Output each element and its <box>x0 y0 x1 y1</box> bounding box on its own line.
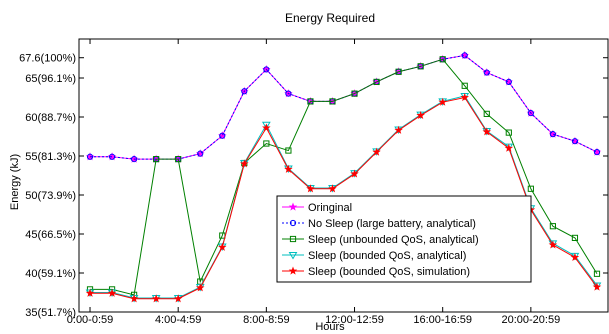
legend-entry: Sleep (bounded QoS, analytical) <box>308 250 466 262</box>
legend-marker <box>288 252 298 260</box>
data-point <box>416 110 425 120</box>
data-point <box>592 282 602 291</box>
data-point <box>262 123 271 132</box>
data-point <box>483 69 490 76</box>
data-point <box>261 121 271 130</box>
plot-frame <box>78 38 609 313</box>
x-tick-label: 4:00-4:59 <box>155 314 201 326</box>
y-tick-label: 65(96.1%) <box>25 73 76 85</box>
data-point <box>85 288 95 297</box>
data-point <box>482 127 492 136</box>
data-point <box>373 78 380 86</box>
series-1 <box>86 52 601 163</box>
data-point <box>527 185 534 192</box>
data-point <box>173 294 183 303</box>
legend-marker <box>288 266 298 275</box>
y-tick-label: 45(66.5%) <box>25 229 76 241</box>
x-axis-label: Hours <box>315 321 345 333</box>
legend-marker <box>288 202 298 211</box>
series-line <box>90 54 598 160</box>
legend-marker <box>289 219 297 227</box>
data-point <box>107 288 117 297</box>
x-tick-label: 12:00-12:59 <box>325 314 384 326</box>
data-point <box>284 164 293 173</box>
x-tick-label: 8:00-8:59 <box>243 314 289 326</box>
data-point <box>285 90 292 97</box>
data-point <box>263 140 270 147</box>
series-2 <box>86 56 601 298</box>
data-point <box>306 184 315 193</box>
data-point <box>285 147 292 154</box>
legend-entry: Oringinal <box>308 202 352 214</box>
data-point <box>571 138 579 145</box>
data-point <box>549 131 556 138</box>
y-tick-label: 55(81.3%) <box>25 151 76 163</box>
data-point <box>351 90 358 97</box>
data-point <box>240 159 249 168</box>
series-4 <box>85 93 602 303</box>
legend-entry: No Sleep (large battery, analytical) <box>308 218 476 230</box>
data-point <box>108 153 116 160</box>
y-tick-label: 35(51.7%) <box>25 307 76 319</box>
data-point <box>505 129 512 136</box>
data-point <box>395 68 402 75</box>
series-line <box>90 58 598 296</box>
chart-title: Energy Required <box>285 11 375 25</box>
data-point <box>329 98 336 105</box>
data-point <box>505 78 512 86</box>
data-point <box>175 156 182 163</box>
data-point <box>195 283 205 292</box>
x-tick-label: 0:00-0:59 <box>67 314 113 326</box>
data-point <box>86 153 94 160</box>
series-line <box>90 96 598 300</box>
data-point <box>151 294 161 303</box>
legend-box <box>276 195 532 283</box>
legend-entry: Sleep (bounded QoS, simulation) <box>308 266 470 278</box>
legend-marker <box>289 235 297 243</box>
data-point <box>549 223 556 230</box>
data-point <box>307 98 314 105</box>
series-layer <box>85 50 602 303</box>
data-point <box>548 240 558 249</box>
data-point <box>438 97 447 106</box>
x-tick-label: 20:00-20:59 <box>501 314 560 326</box>
data-point <box>328 184 337 193</box>
data-point <box>461 82 468 89</box>
data-point <box>350 169 359 178</box>
series-0 <box>85 50 602 163</box>
y-tick-label: 50(73.9%) <box>25 190 76 202</box>
data-point <box>460 93 469 102</box>
y-tick-label: 67.6(100%) <box>19 53 76 65</box>
data-point <box>218 242 227 251</box>
data-point <box>263 66 270 73</box>
legend-entry: Sleep (unbounded QoS, analytical) <box>308 234 479 246</box>
y-tick-label: 60(88.7%) <box>25 112 76 124</box>
data-point <box>570 252 580 262</box>
data-point <box>527 110 534 117</box>
series-line <box>90 95 598 299</box>
legend: Oringinal No Sleep (large battery, analyt… <box>276 195 532 283</box>
data-point <box>483 110 490 117</box>
data-point <box>131 156 138 163</box>
data-point <box>571 234 579 242</box>
y-axis-label: Energy (kJ) <box>9 154 21 210</box>
data-point <box>439 56 446 63</box>
data-point <box>394 125 403 134</box>
data-point <box>504 143 514 152</box>
data-point <box>461 52 468 59</box>
data-point <box>417 63 424 70</box>
data-point <box>593 270 601 277</box>
x-tick-label: 16:00-16:59 <box>413 314 472 326</box>
plot-axes: 35(51.7%) 40(59.1%) 45(66.5%) 50(73.9%) 55(8… <box>19 38 609 326</box>
data-point <box>129 294 139 303</box>
data-point <box>197 150 204 157</box>
data-point <box>219 132 226 139</box>
data-point <box>372 147 381 156</box>
data-point <box>593 149 601 156</box>
data-point <box>153 156 160 163</box>
y-tick-label: 40(59.1%) <box>25 268 76 280</box>
data-point <box>241 88 248 95</box>
series-line <box>90 54 598 160</box>
